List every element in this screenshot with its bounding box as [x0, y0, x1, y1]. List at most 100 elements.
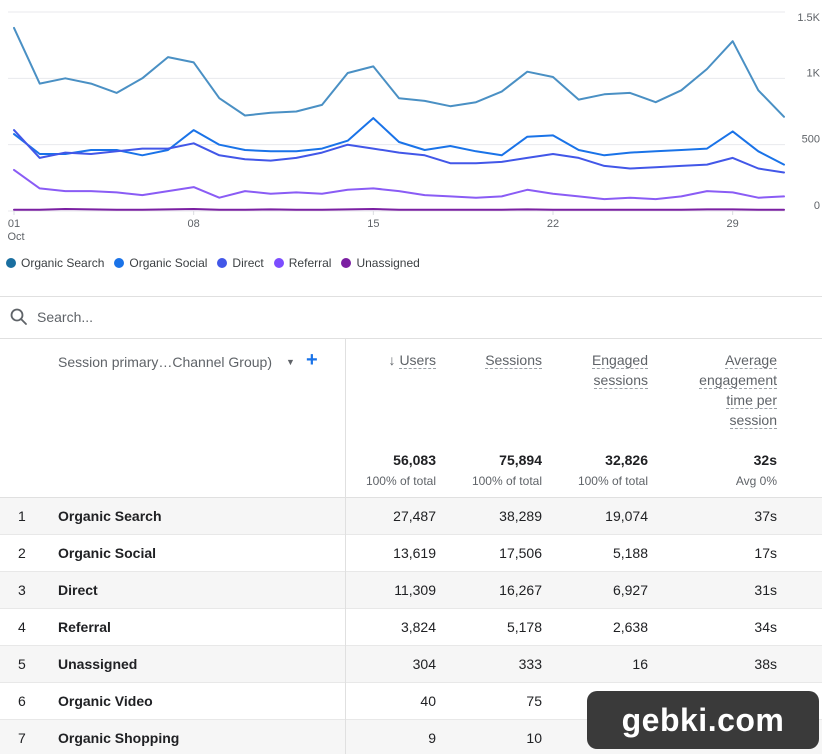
row-index: 1 — [18, 508, 26, 524]
series-line-organic-social — [13, 117, 785, 166]
avg-engagement-header-label: Average engagement time per session — [699, 352, 777, 429]
table-row[interactable]: 2 Organic Social 13,619 17,506 5,188 17s — [0, 535, 822, 572]
row-index: 5 — [18, 656, 26, 672]
table-row[interactable]: 1 Organic Search 27,487 38,289 19,074 37… — [0, 498, 822, 535]
engaged-sessions-header-label: Engaged sessions — [591, 352, 648, 389]
chart-divider — [0, 296, 822, 297]
legend-item-direct[interactable]: Direct — [217, 256, 264, 270]
row-index: 4 — [18, 619, 26, 635]
add-dimension-button[interactable]: + — [306, 349, 318, 371]
legend-label: Organic Social — [129, 256, 208, 270]
users-header-label: Users — [399, 352, 436, 369]
row-channel-name: Organic Video — [58, 693, 153, 709]
dimension-header-label: Session primary…Channel Group) — [58, 354, 272, 370]
row-index: 6 — [18, 693, 26, 709]
chart-legend: Organic Search Organic Social Direct Ref… — [6, 254, 420, 272]
row-users: 27,487 — [393, 508, 436, 524]
row-avg-engagement-time: 34s — [754, 619, 777, 635]
header-divider — [0, 497, 822, 498]
pct-avg-engagement-time: Avg 0% — [735, 474, 777, 488]
x-tick-sublabel: Oct — [7, 231, 24, 243]
row-engaged-sessions: 5,188 — [612, 545, 648, 561]
y-tick-label: 1.5K — [797, 12, 820, 24]
row-sessions: 5,178 — [506, 619, 542, 635]
row-index: 3 — [18, 582, 26, 598]
legend-item-organic-social[interactable]: Organic Social — [114, 256, 207, 270]
table-row[interactable]: 3 Direct 11,309 16,267 6,927 31s — [0, 572, 822, 609]
x-tick-label: 01 — [8, 218, 20, 230]
row-channel-name: Organic Social — [58, 545, 157, 561]
row-engaged-sessions: 16 — [632, 656, 648, 672]
sort-down-arrow-icon: ↓ — [388, 352, 396, 368]
watermark-logo: gebki.com — [587, 691, 819, 749]
column-header-avg-engagement-time[interactable]: Average engagement time per session — [680, 350, 777, 430]
search-input[interactable] — [37, 306, 437, 328]
legend-dot-icon — [6, 258, 16, 268]
x-tick-label: 22 — [547, 218, 559, 230]
pct-users: 100% of total — [365, 474, 436, 488]
search-divider — [0, 338, 822, 339]
legend-dot-icon — [114, 258, 125, 268]
row-engaged-sessions: 2,638 — [612, 619, 648, 635]
row-users: 11,309 — [394, 582, 436, 598]
legend-dot-icon — [341, 258, 352, 268]
row-users: 3,824 — [400, 619, 436, 635]
series-line-organic-search — [13, 26, 785, 118]
series-line-direct — [13, 129, 785, 174]
total-sessions: 75,894 — [499, 452, 542, 468]
row-avg-engagement-time: 17s — [754, 545, 777, 561]
row-channel-name: Unassigned — [58, 656, 138, 672]
table-row[interactable]: 4 Referral 3,824 5,178 2,638 34s — [0, 609, 822, 646]
total-avg-engagement-time: 32s — [753, 452, 777, 468]
row-users: 9 — [428, 730, 436, 746]
row-sessions: 38,289 — [499, 508, 542, 524]
row-avg-engagement-time: 38s — [754, 656, 777, 672]
legend-label: Direct — [232, 256, 264, 270]
series-line-referral — [13, 168, 785, 201]
row-avg-engagement-time: 31s — [754, 582, 777, 598]
row-channel-name: Direct — [58, 582, 98, 598]
y-tick-label: 500 — [802, 134, 820, 146]
legend-item-unassigned[interactable]: Unassigned — [341, 256, 420, 270]
row-avg-engagement-time: 37s — [754, 508, 777, 524]
row-engaged-sessions: 19,074 — [605, 508, 648, 524]
sessions-header-label: Sessions — [485, 352, 542, 369]
column-header-users[interactable]: ↓ Users — [346, 350, 436, 370]
table-row[interactable]: 5 Unassigned 304 333 16 38s — [0, 646, 822, 683]
legend-label: Unassigned — [356, 256, 420, 270]
row-channel-name: Organic Shopping — [58, 730, 180, 746]
total-users: 56,083 — [393, 452, 436, 468]
legend-item-referral[interactable]: Referral — [273, 256, 331, 270]
row-users: 40 — [420, 693, 436, 709]
column-header-sessions[interactable]: Sessions — [442, 350, 542, 370]
legend-label: Organic Search — [21, 256, 105, 270]
row-sessions: 10 — [526, 730, 542, 746]
total-engaged-sessions: 32,826 — [605, 452, 648, 468]
row-channel-name: Organic Search — [58, 508, 162, 524]
row-sessions: 75 — [526, 693, 542, 709]
pct-sessions: 100% of total — [471, 474, 542, 488]
search-icon — [10, 308, 27, 325]
row-sessions: 17,506 — [499, 545, 542, 561]
row-sessions: 16,267 — [499, 582, 542, 598]
y-tick-label: 1K — [807, 67, 821, 79]
row-index: 7 — [18, 730, 26, 746]
row-index: 2 — [18, 545, 26, 561]
legend-dot-icon — [273, 258, 284, 268]
row-channel-name: Referral — [58, 619, 111, 635]
x-tick-label: 15 — [367, 218, 379, 230]
caret-down-icon: ▼ — [285, 357, 295, 367]
column-header-engaged-sessions[interactable]: Engaged sessions — [566, 350, 648, 390]
dimension-selector[interactable]: Session primary…Channel Group) ▼ — [58, 354, 295, 370]
x-tick-label: 08 — [188, 218, 200, 230]
legend-dot-icon — [217, 258, 228, 268]
table-header: Session primary…Channel Group) ▼ + ↓ User… — [0, 338, 822, 498]
row-users: 13,619 — [393, 545, 436, 561]
row-sessions: 333 — [518, 656, 542, 672]
legend-item-organic-search[interactable]: Organic Search — [6, 256, 104, 270]
y-tick-label: 0 — [814, 200, 820, 212]
row-engaged-sessions: 6,927 — [612, 582, 648, 598]
column-separator — [345, 338, 346, 754]
table-search — [0, 298, 822, 338]
